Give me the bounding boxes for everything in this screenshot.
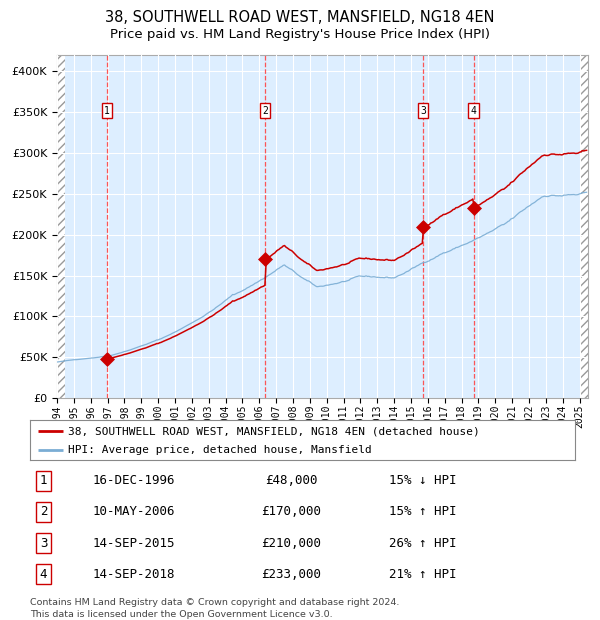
Text: 14-SEP-2018: 14-SEP-2018 [92,568,175,581]
Text: 4: 4 [40,568,47,581]
Text: 3: 3 [40,537,47,549]
Text: 14-SEP-2015: 14-SEP-2015 [92,537,175,549]
Text: 3: 3 [420,105,426,115]
Text: 15% ↓ HPI: 15% ↓ HPI [389,474,456,487]
Text: 2: 2 [262,105,268,115]
Text: £210,000: £210,000 [262,537,322,549]
Text: 4: 4 [470,105,476,115]
Text: 15% ↑ HPI: 15% ↑ HPI [389,505,456,518]
Text: 16-DEC-1996: 16-DEC-1996 [92,474,175,487]
Text: Contains HM Land Registry data © Crown copyright and database right 2024.: Contains HM Land Registry data © Crown c… [30,598,400,607]
Text: 38, SOUTHWELL ROAD WEST, MANSFIELD, NG18 4EN: 38, SOUTHWELL ROAD WEST, MANSFIELD, NG18… [105,10,495,25]
Text: 1: 1 [104,105,110,115]
Bar [580,55,588,398]
Text: £48,000: £48,000 [265,474,318,487]
Text: 38, SOUTHWELL ROAD WEST, MANSFIELD, NG18 4EN (detached house): 38, SOUTHWELL ROAD WEST, MANSFIELD, NG18… [68,426,480,436]
Text: Price paid vs. HM Land Registry's House Price Index (HPI): Price paid vs. HM Land Registry's House … [110,28,490,41]
Text: This data is licensed under the Open Government Licence v3.0.: This data is licensed under the Open Gov… [30,610,332,619]
Text: £233,000: £233,000 [262,568,322,581]
Text: HPI: Average price, detached house, Mansfield: HPI: Average price, detached house, Mans… [68,445,372,454]
Bar [57,55,65,398]
Text: £170,000: £170,000 [262,505,322,518]
Text: 26% ↑ HPI: 26% ↑ HPI [389,537,456,549]
Text: 21% ↑ HPI: 21% ↑ HPI [389,568,456,581]
Text: 2: 2 [40,505,47,518]
Text: 1: 1 [40,474,47,487]
Text: 10-MAY-2006: 10-MAY-2006 [92,505,175,518]
